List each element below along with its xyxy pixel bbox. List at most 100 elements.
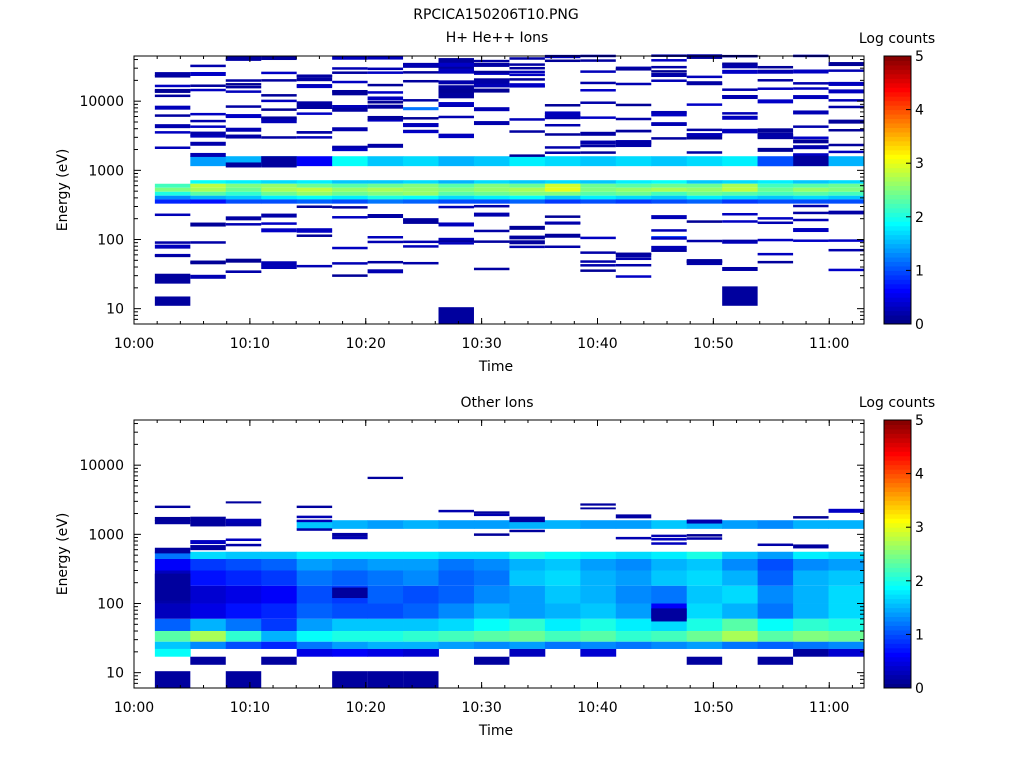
heatmap-cell xyxy=(686,631,723,642)
heatmap-cell xyxy=(686,559,723,571)
heatmap-cell xyxy=(722,187,759,192)
heatmap-cell-low xyxy=(509,529,545,533)
heatmap-cell xyxy=(296,187,333,192)
colorbar-segment xyxy=(884,679,911,685)
heatmap-cell xyxy=(438,156,475,167)
heatmap-cell xyxy=(438,195,475,200)
heatmap-cell-low xyxy=(261,261,297,266)
heatmap-cell xyxy=(225,618,262,632)
heatmap-cell-low xyxy=(615,117,652,121)
colorbar-tick-label: 1 xyxy=(915,263,924,279)
heatmap-cell-low xyxy=(154,244,191,249)
x-tick-label: 10:50 xyxy=(693,336,733,352)
heatmap-cell-low xyxy=(261,56,297,61)
colorbar-segment xyxy=(884,509,911,515)
colorbar-segment xyxy=(884,203,911,209)
heatmap-cell xyxy=(367,195,404,200)
heatmap-cell xyxy=(225,199,262,204)
colorbar-segment xyxy=(884,518,911,524)
heatmap-cell-low xyxy=(261,94,297,97)
heatmap-cell-low xyxy=(403,79,439,83)
colorbar-segment xyxy=(884,437,911,443)
heatmap-cell xyxy=(190,191,227,196)
heatmap-cell-low xyxy=(367,476,404,480)
heatmap-cell xyxy=(580,191,617,196)
heatmap-cell-low xyxy=(296,84,333,87)
heatmap-cell-low xyxy=(615,129,652,133)
heatmap-cell-low xyxy=(722,112,758,115)
colorbar-segment xyxy=(884,136,911,142)
heatmap-cell-low xyxy=(261,71,297,75)
heatmap-cell xyxy=(367,618,404,632)
heatmap-cell-low xyxy=(154,254,191,258)
heatmap-cell-low xyxy=(438,237,474,241)
heatmap-cell-low xyxy=(686,239,723,243)
heatmap-cell xyxy=(580,551,617,559)
heatmap-cell xyxy=(651,551,688,559)
heatmap-cell xyxy=(473,520,510,529)
heatmap-cell-low xyxy=(261,228,297,233)
heatmap-cell xyxy=(154,551,191,559)
heatmap-cell-low xyxy=(509,235,545,239)
heatmap-cell xyxy=(580,603,617,619)
colorbar-segment xyxy=(884,598,911,604)
heatmap-cell-low xyxy=(438,134,474,139)
heatmap-cell-low xyxy=(154,114,191,117)
heatmap-cell xyxy=(296,641,333,649)
heatmap-cell-low xyxy=(828,105,864,109)
heatmap-cell xyxy=(544,641,581,649)
heatmap-cell xyxy=(190,156,227,167)
heatmap-cell xyxy=(722,520,759,529)
heatmap-cell-low xyxy=(686,534,723,537)
heatmap-cell xyxy=(793,585,829,604)
heatmap-cell xyxy=(190,187,227,192)
heatmap-cell-low xyxy=(296,74,333,78)
colorbar-segment xyxy=(884,154,911,160)
heatmap-cell xyxy=(296,156,333,167)
heatmap-cell xyxy=(225,603,262,619)
heatmap-cell xyxy=(403,551,439,559)
heatmap-cell xyxy=(403,585,439,604)
heatmap-cell-low xyxy=(261,222,297,225)
x-tick-label: 10:00 xyxy=(114,336,154,352)
heatmap-cell-low xyxy=(615,103,652,107)
colorbar-segment xyxy=(884,531,911,537)
heatmap-cell xyxy=(509,187,546,192)
heatmap-cell-low xyxy=(509,154,545,157)
colorbar-frame xyxy=(883,55,912,325)
heatmap-cell xyxy=(828,559,865,571)
heatmap-cell-low xyxy=(686,103,723,106)
heatmap-cell xyxy=(651,520,688,529)
heatmap-cell xyxy=(473,570,510,586)
x-axis-label-other: Time xyxy=(478,723,513,739)
heatmap-cell-low xyxy=(615,257,652,261)
heatmap-cell xyxy=(438,570,475,586)
heatmap-cell xyxy=(544,618,581,632)
heatmap-cell-low xyxy=(544,146,581,149)
heatmap-cell-low xyxy=(438,115,474,119)
heatmap-cell-low xyxy=(332,262,368,265)
heatmap-cell-low xyxy=(651,73,687,78)
heatmap-cell-low xyxy=(154,146,191,149)
heatmap-cell xyxy=(757,618,794,632)
colorbar-segment xyxy=(884,100,911,106)
heatmap-cell-low xyxy=(686,259,723,264)
heatmap-cell-low xyxy=(190,88,226,92)
colorbar-segment xyxy=(884,163,911,169)
heatmap-cell-low xyxy=(793,204,829,208)
heatmap-cell-low xyxy=(651,137,687,140)
heatmap-cell-low xyxy=(509,236,545,240)
heatmap-cell xyxy=(651,195,688,200)
heatmap-cell xyxy=(403,603,439,619)
heatmap-cell-low xyxy=(332,274,368,277)
heatmap-cell-low xyxy=(473,62,510,67)
heatmap-cell-low xyxy=(651,229,687,232)
heatmap-cell-low xyxy=(544,133,581,136)
heatmap-cell xyxy=(509,648,546,657)
heatmap-cell-low xyxy=(190,119,226,123)
heatmap-cell xyxy=(615,631,652,642)
heatmap-cell xyxy=(651,199,688,204)
colorbar-segment xyxy=(884,625,911,631)
heatmap-cell-low xyxy=(757,65,794,69)
heatmap-cell xyxy=(509,641,546,649)
